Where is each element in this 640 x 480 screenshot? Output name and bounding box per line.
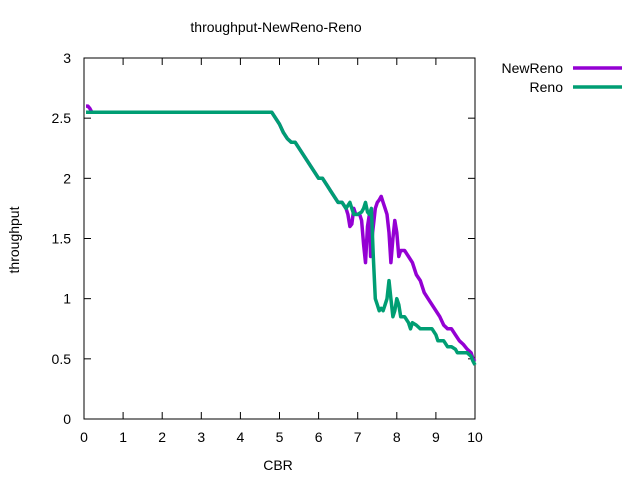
x-tick-label: 2 (158, 429, 166, 445)
x-tick-label: 1 (119, 429, 127, 445)
x-tick-label: 10 (467, 429, 483, 445)
y-axis-label: throughput (6, 206, 22, 273)
legend-label-newreno: NewReno (502, 60, 564, 76)
y-tick-label: 2 (63, 170, 71, 186)
series-layer (86, 104, 477, 366)
x-tick-label: 7 (354, 429, 362, 445)
y-tick-label: 0.5 (52, 351, 72, 367)
x-tick-label: 3 (197, 429, 205, 445)
series-line-newreno (86, 104, 477, 363)
x-axis-ticks: 0 1 2 3 4 5 6 7 8 9 10 (80, 58, 483, 445)
y-tick-label: 0 (63, 411, 71, 427)
x-tick-label: 5 (276, 429, 284, 445)
y-tick-label: 3 (63, 50, 71, 66)
y-tick-label: 2.5 (52, 110, 72, 126)
chart-title: throughput-NewReno-Reno (190, 19, 361, 35)
x-tick-label: 8 (393, 429, 401, 445)
series-line-reno (86, 110, 477, 366)
x-tick-label: 6 (315, 429, 323, 445)
y-axis-ticks: 0 0.5 1 1.5 2 2.5 3 (52, 50, 475, 427)
x-tick-label: 9 (432, 429, 440, 445)
legend-label-reno: Reno (530, 79, 564, 95)
y-tick-label: 1.5 (52, 231, 72, 247)
x-axis-label: CBR (263, 457, 293, 473)
x-tick-label: 4 (237, 429, 245, 445)
legend: NewReno Reno (502, 60, 622, 95)
y-tick-label: 1 (63, 291, 71, 307)
x-tick-label: 0 (80, 429, 88, 445)
